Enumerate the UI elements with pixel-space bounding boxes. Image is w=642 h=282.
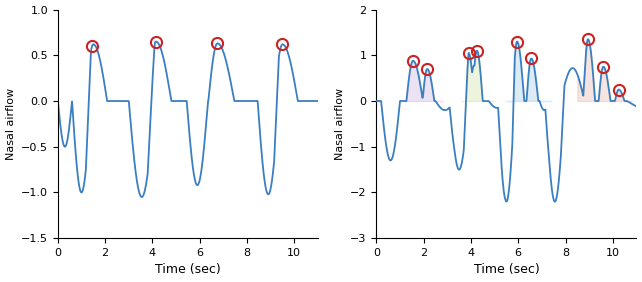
X-axis label: Time (sec): Time (sec) [155,263,221,276]
Y-axis label: Nasal airflow: Nasal airflow [6,88,15,160]
X-axis label: Time (sec): Time (sec) [474,263,539,276]
Y-axis label: Nasal airflow: Nasal airflow [334,88,345,160]
